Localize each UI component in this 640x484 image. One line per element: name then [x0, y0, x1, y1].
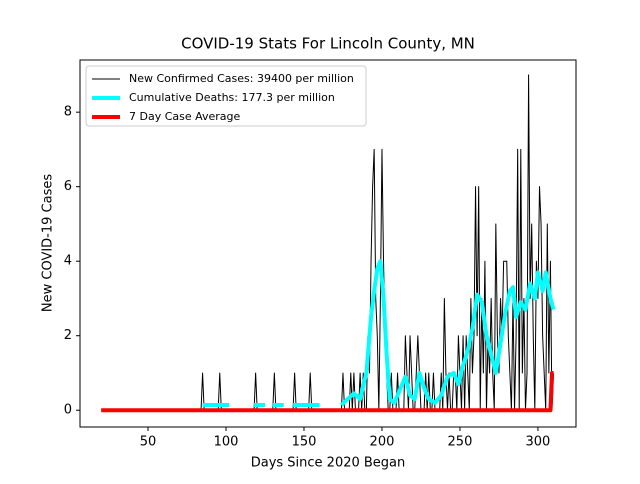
y-tick-label: 6	[64, 179, 72, 194]
y-tick-label: 8	[64, 105, 72, 120]
x-tick-label: 300	[526, 435, 551, 450]
legend-label: 7 Day Case Average	[129, 110, 241, 123]
x-tick-label: 200	[370, 435, 395, 450]
plot-frame	[79, 59, 577, 428]
x-tick-label: 100	[214, 435, 239, 450]
series-line	[340, 259, 556, 407]
y-axis-label: New COVID-19 Cases	[41, 174, 56, 312]
chart-title: COVID-19 Stats For Lincoln County, MN	[181, 35, 475, 53]
y-tick-label: 2	[64, 328, 72, 343]
legend-label: Cumulative Deaths: 177.3 per million	[129, 91, 335, 104]
x-tick-label: 250	[448, 435, 473, 450]
legend-label: New Confirmed Cases: 39400 per million	[129, 72, 354, 85]
x-tick-label: 150	[292, 435, 317, 450]
series-line	[101, 74, 555, 411]
y-tick-label: 4	[64, 254, 72, 269]
x-tick-label: 50	[140, 435, 157, 450]
legend-box	[85, 65, 367, 127]
series-line	[101, 370, 554, 413]
y-tick-label: 0	[64, 403, 72, 418]
x-axis-label: Days Since 2020 Began	[251, 456, 406, 471]
